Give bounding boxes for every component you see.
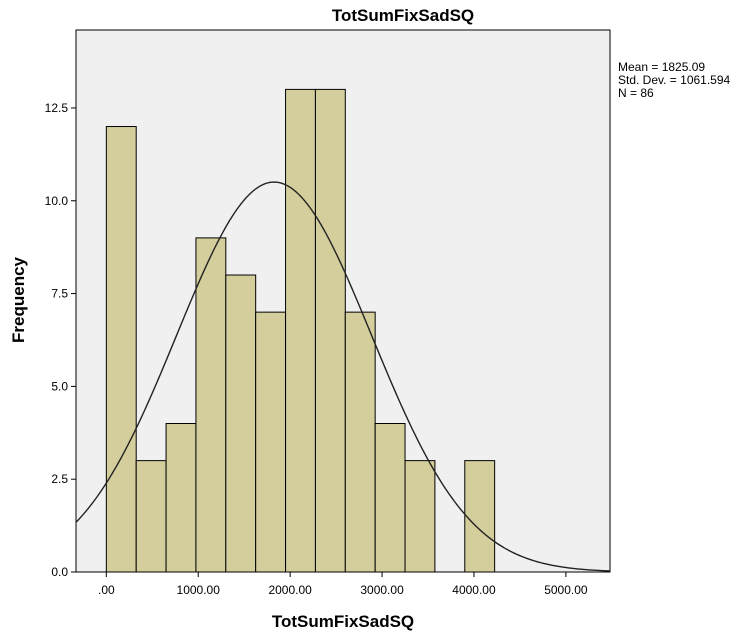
x-axis-title: TotSumFixSadSQ [272, 612, 414, 631]
histogram-bar [285, 88, 316, 573]
n-label: N = 86 [618, 86, 654, 100]
x-tick-label: .00 [98, 583, 115, 597]
y-axis-title: Frequency [9, 256, 28, 343]
histogram-bar [105, 126, 137, 573]
histogram-bar [464, 460, 496, 573]
histogram-bar [255, 311, 287, 573]
normal-curve [75, 181, 611, 572]
x-axis: .00 1000.00 2000.00 3000.00 4000.00 5000.00 [98, 572, 588, 597]
bars-group [105, 88, 496, 573]
histogram-bar [135, 460, 167, 573]
histogram-bar [225, 274, 257, 573]
histogram-bar [314, 88, 346, 573]
x-tick-label: 2000.00 [268, 583, 312, 597]
histogram-bar [344, 311, 376, 573]
y-tick-label: 7.5 [51, 287, 68, 301]
y-axis: 0.0 2.5 5.0 7.5 10.0 12.5 [45, 101, 76, 579]
histogram-bar [165, 423, 197, 573]
y-tick-label: 12.5 [45, 101, 69, 115]
histogram-bar [374, 423, 406, 573]
x-tick-label: 4000.00 [452, 583, 496, 597]
y-tick-label: 0.0 [51, 565, 68, 579]
y-tick-label: 5.0 [51, 379, 68, 393]
histogram-bar [195, 237, 227, 573]
histogram-bar [404, 460, 436, 573]
chart-title: TotSumFixSadSQ [332, 6, 474, 25]
x-tick-label: 3000.00 [360, 583, 404, 597]
y-tick-label: 2.5 [51, 472, 68, 486]
x-tick-label: 1000.00 [177, 583, 221, 597]
y-tick-label: 10.0 [45, 194, 69, 208]
x-tick-label: 5000.00 [544, 583, 588, 597]
statistics-box: Mean = 1825.09 Std. Dev. = 1061.594 N = … [618, 61, 730, 100]
mean-label: Mean = 1825.09 [618, 60, 706, 74]
std-dev-label: Std. Dev. = 1061.594 [618, 73, 731, 87]
